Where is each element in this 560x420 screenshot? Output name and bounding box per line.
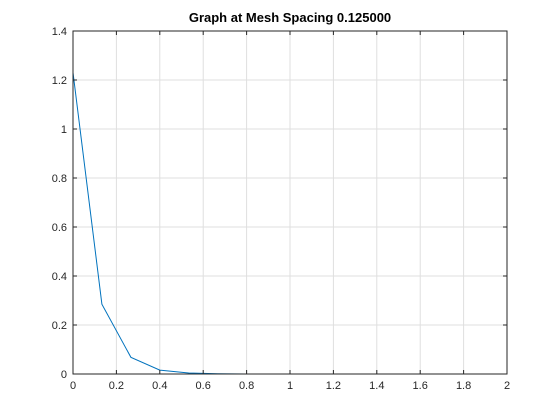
x-tick-label: 1.4 [369, 380, 384, 392]
y-tick-label: 0.8 [52, 173, 67, 185]
x-tick-label: 1.2 [326, 380, 341, 392]
y-tick-label: 0.4 [52, 271, 67, 283]
x-tick-label: 0.4 [152, 380, 167, 392]
y-tick-label: 0 [61, 369, 67, 381]
x-tick-label: 2 [504, 380, 510, 392]
y-tick-label: 0.2 [52, 320, 67, 332]
ticks [72, 30, 508, 375]
x-tick-label: 0.8 [239, 380, 254, 392]
x-tick-label: 0 [70, 380, 76, 392]
y-tick-label: 1 [61, 124, 67, 136]
x-tick-label: 0.2 [109, 380, 124, 392]
x-tick-label: 1.6 [413, 380, 428, 392]
chart-title: Graph at Mesh Spacing 0.125000 [189, 10, 391, 25]
tick-labels: 0 0.2 0.4 0.6 0.8 1 1.2 1.4 1.6 1.8 2 0 0.2 0.4 0.6 0.8… [52, 26, 510, 392]
x-tick-label: 1 [287, 380, 293, 392]
y-tick-label: 1.2 [52, 75, 67, 87]
y-tick-label: 0.6 [52, 222, 67, 234]
x-tick-label: 0.6 [196, 380, 211, 392]
grid-lines [73, 31, 507, 374]
y-tick-label: 1.4 [52, 26, 67, 38]
x-tick-label: 1.8 [456, 380, 471, 392]
